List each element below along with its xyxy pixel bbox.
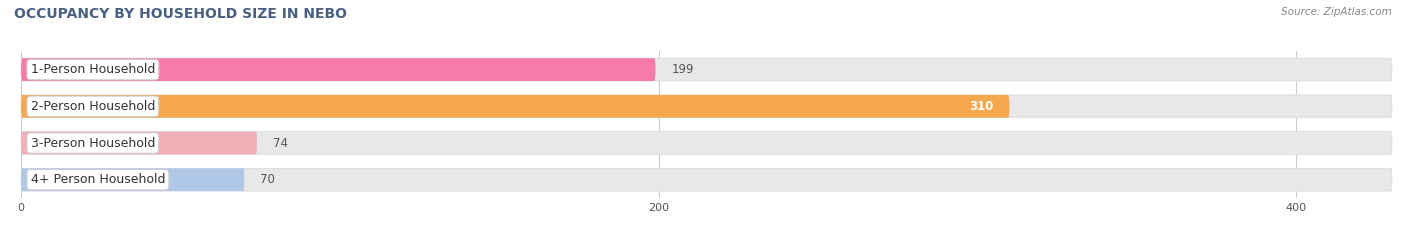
FancyBboxPatch shape xyxy=(21,95,1392,118)
FancyBboxPatch shape xyxy=(21,132,257,154)
FancyBboxPatch shape xyxy=(21,132,1392,154)
FancyBboxPatch shape xyxy=(21,168,1392,191)
FancyBboxPatch shape xyxy=(21,95,1010,118)
Text: OCCUPANCY BY HOUSEHOLD SIZE IN NEBO: OCCUPANCY BY HOUSEHOLD SIZE IN NEBO xyxy=(14,7,347,21)
Text: 70: 70 xyxy=(260,173,276,186)
Text: 3-Person Household: 3-Person Household xyxy=(31,137,155,150)
FancyBboxPatch shape xyxy=(21,58,1392,81)
Text: 199: 199 xyxy=(672,63,695,76)
FancyBboxPatch shape xyxy=(21,168,245,191)
Text: 2-Person Household: 2-Person Household xyxy=(31,100,155,113)
FancyBboxPatch shape xyxy=(21,58,655,81)
Text: 310: 310 xyxy=(969,100,994,113)
Text: 74: 74 xyxy=(273,137,288,150)
Text: Source: ZipAtlas.com: Source: ZipAtlas.com xyxy=(1281,7,1392,17)
Text: 4+ Person Household: 4+ Person Household xyxy=(31,173,165,186)
Text: 1-Person Household: 1-Person Household xyxy=(31,63,155,76)
